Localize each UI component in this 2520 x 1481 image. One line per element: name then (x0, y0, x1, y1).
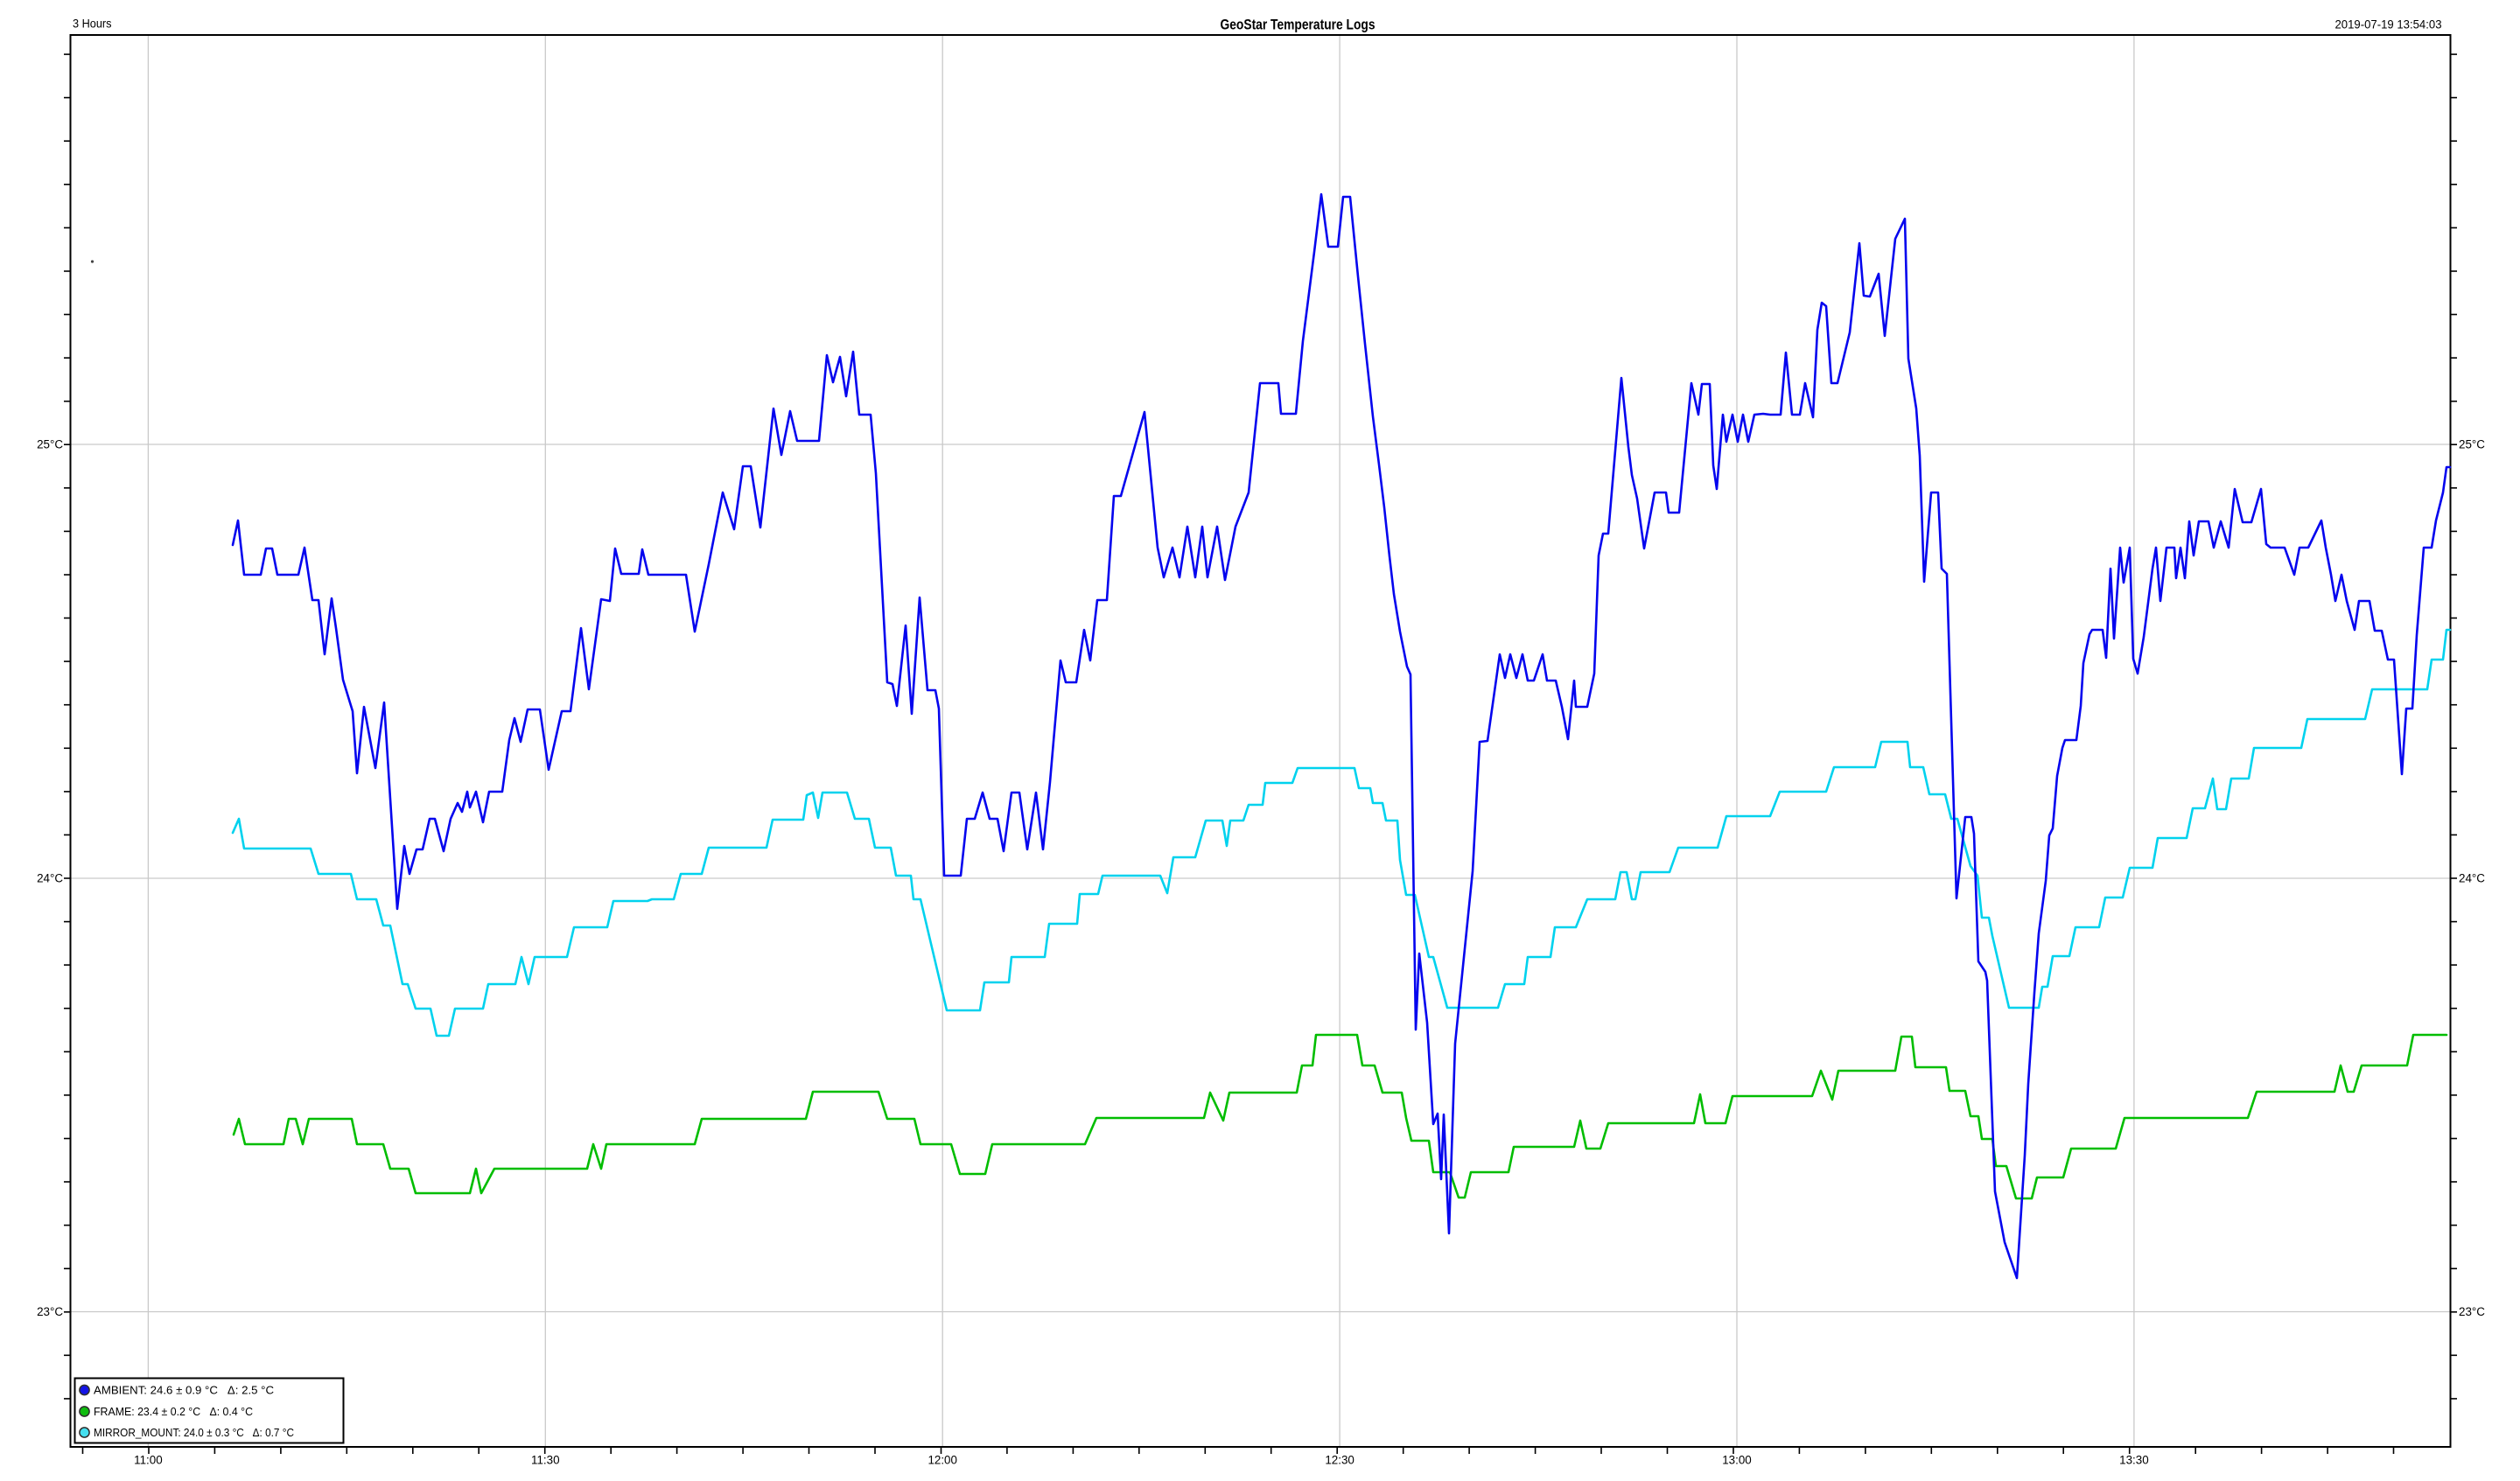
svg-text:2019-07-19 13:54:03: 2019-07-19 13:54:03 (2335, 17, 2442, 31)
svg-text:3 Hours: 3 Hours (73, 17, 112, 31)
svg-text:AMBIENT: 24.6 ± 0.9 °C Δ: 2.: AMBIENT: 24.6 ± 0.9 °C Δ: 2.5 °C (94, 1384, 274, 1397)
svg-text:25°C: 25°C (2459, 438, 2485, 451)
svg-text:23°C: 23°C (37, 1305, 63, 1318)
svg-text:FRAME: 23.4 ± 0.2 °C Δ: 0.4: FRAME: 23.4 ± 0.2 °C Δ: 0.4 °C (94, 1405, 253, 1418)
svg-text:13:30: 13:30 (2119, 1454, 2149, 1467)
svg-text:12:30: 12:30 (1325, 1454, 1354, 1467)
svg-text:GeoStar Temperature Logs: GeoStar Temperature Logs (1221, 17, 1376, 33)
svg-text:23°C: 23°C (2459, 1305, 2485, 1318)
svg-text:11:30: 11:30 (531, 1454, 560, 1467)
svg-text:24°C: 24°C (2459, 872, 2485, 885)
svg-text:25°C: 25°C (37, 438, 63, 451)
svg-text:11:00: 11:00 (134, 1454, 163, 1467)
svg-text:24°C: 24°C (37, 872, 63, 885)
svg-text:13:00: 13:00 (1722, 1454, 1752, 1467)
svg-text:12:00: 12:00 (928, 1454, 957, 1467)
svg-text:MIRROR_MOUNT: 24.0 ± 0.3 °C: MIRROR_MOUNT: 24.0 ± 0.3 °C Δ: 0.7 °C (94, 1426, 294, 1439)
